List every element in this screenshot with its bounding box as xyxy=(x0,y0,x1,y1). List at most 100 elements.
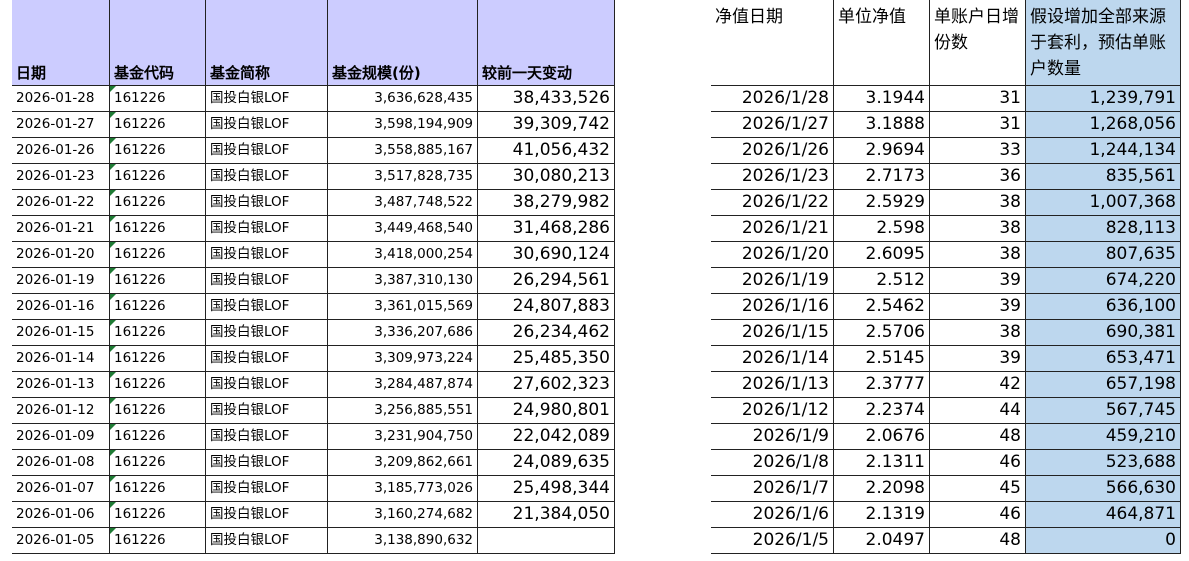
table-cell: 1,007,368 xyxy=(1026,190,1181,216)
table-cell: 22,042,089 xyxy=(478,424,615,450)
table-cell: 国投白银LOF xyxy=(206,528,328,554)
error-indicator xyxy=(110,268,116,274)
table-cell: 828,113 xyxy=(1026,216,1181,242)
cell-text: 566,630 xyxy=(1105,478,1176,498)
column-header: 基金简称 xyxy=(206,0,328,86)
cell-text: 674,220 xyxy=(1105,270,1176,290)
table-cell: 2026-01-14 xyxy=(12,346,110,372)
table-cell: 3,598,194,909 xyxy=(328,112,478,138)
column-header: 单账户日增份数 xyxy=(930,0,1026,86)
cell-text: 国投白银LOF xyxy=(210,480,290,496)
table-cell: 2026-01-28 xyxy=(12,86,110,112)
cell-text: 3,231,904,750 xyxy=(374,428,473,444)
table-cell: 26,294,561 xyxy=(478,268,615,294)
cell-text: 26,234,462 xyxy=(512,322,610,342)
table-cell: 161226 xyxy=(110,346,206,372)
cell-text: 2.7173 xyxy=(865,166,925,186)
error-indicator xyxy=(110,216,116,222)
cell-text: 38 xyxy=(999,192,1021,212)
cell-text: 3,387,310,130 xyxy=(374,272,473,288)
table-cell: 2.2374 xyxy=(834,398,930,424)
cell-text: 国投白银LOF xyxy=(210,168,290,184)
table-cell: 161226 xyxy=(110,424,206,450)
table-cell: 45 xyxy=(930,476,1026,502)
cell-text: 2026/1/8 xyxy=(752,452,829,472)
table-cell: 2.0497 xyxy=(834,528,930,554)
column-header: 基金代码 xyxy=(110,0,206,86)
cell-text: 国投白银LOF xyxy=(210,324,290,340)
table-cell: 38 xyxy=(930,242,1026,268)
table-cell: 2026/1/12 xyxy=(711,398,834,424)
table-cell: 690,381 xyxy=(1026,320,1181,346)
table-cell: 2.5462 xyxy=(834,294,930,320)
error-indicator xyxy=(110,190,116,196)
cell-text: 835,561 xyxy=(1105,166,1176,186)
cell-text: 161226 xyxy=(114,532,166,548)
cell-text: 2026-01-16 xyxy=(16,298,95,314)
table-cell: 2026/1/19 xyxy=(711,268,834,294)
table-cell: 2026/1/26 xyxy=(711,138,834,164)
cell-text: 636,100 xyxy=(1105,296,1176,316)
cell-text: 2026-01-20 xyxy=(16,246,95,262)
table-cell: 44 xyxy=(930,398,1026,424)
cell-text: 161226 xyxy=(114,298,166,314)
table-cell: 161226 xyxy=(110,528,206,554)
table-cell: 3,309,973,224 xyxy=(328,346,478,372)
table-cell: 161226 xyxy=(110,268,206,294)
cell-text: 3,487,748,522 xyxy=(374,194,473,210)
table-cell: 674,220 xyxy=(1026,268,1181,294)
cell-text: 48 xyxy=(999,426,1021,446)
table-cell: 国投白银LOF xyxy=(206,112,328,138)
table-cell: 566,630 xyxy=(1026,476,1181,502)
cell-text: 2.6095 xyxy=(865,244,925,264)
table-cell: 33 xyxy=(930,138,1026,164)
cell-text: 2.5145 xyxy=(865,348,925,368)
cell-text: 24,980,801 xyxy=(512,400,610,420)
column-header: 日期 xyxy=(12,0,110,86)
cell-text: 24,089,635 xyxy=(512,452,610,472)
cell-text: 2026-01-07 xyxy=(16,480,95,496)
cell-text: 3,309,973,224 xyxy=(374,350,473,366)
cell-text: 日期 xyxy=(16,64,47,82)
table-cell: 161226 xyxy=(110,476,206,502)
cell-text: 459,210 xyxy=(1105,426,1176,446)
table-cell: 2.5929 xyxy=(834,190,930,216)
cell-text: 较前一天变动 xyxy=(482,64,573,82)
table-cell: 30,080,213 xyxy=(478,164,615,190)
table-cell: 3,256,885,551 xyxy=(328,398,478,424)
table-cell: 38 xyxy=(930,216,1026,242)
cell-text: 2.512 xyxy=(876,270,925,290)
cell-text: 1,239,791 xyxy=(1089,88,1176,108)
table-cell: 25,485,350 xyxy=(478,346,615,372)
cell-text: 2.5462 xyxy=(865,296,925,316)
cell-text: 2026-01-21 xyxy=(16,220,95,236)
table-cell: 国投白银LOF xyxy=(206,268,328,294)
cell-text: 2026/1/22 xyxy=(741,192,829,212)
cell-text: 2.598 xyxy=(876,218,925,238)
table-cell: 2026/1/23 xyxy=(711,164,834,190)
cell-text: 国投白银LOF xyxy=(210,428,290,444)
table-cell: 161226 xyxy=(110,450,206,476)
table-cell: 2026-01-07 xyxy=(12,476,110,502)
cell-text: 161226 xyxy=(114,194,166,210)
cell-text: 国投白银LOF xyxy=(210,376,290,392)
cell-text: 161226 xyxy=(114,324,166,340)
table-cell: 国投白银LOF xyxy=(206,372,328,398)
cell-text: 2026/1/6 xyxy=(752,504,829,524)
table-cell: 38,279,982 xyxy=(478,190,615,216)
table-cell: 3,361,015,569 xyxy=(328,294,478,320)
cell-text: 161226 xyxy=(114,168,166,184)
cell-text: 2026/1/28 xyxy=(741,88,829,108)
table-cell: 国投白银LOF xyxy=(206,398,328,424)
error-indicator xyxy=(110,346,116,352)
table-cell: 2.0676 xyxy=(834,424,930,450)
cell-text: 2026-01-14 xyxy=(16,350,95,366)
cell-text: 2.5706 xyxy=(865,322,925,342)
table-cell: 2026/1/13 xyxy=(711,372,834,398)
table-cell: 2.2098 xyxy=(834,476,930,502)
cell-text: 653,471 xyxy=(1105,348,1176,368)
table-cell: 3,231,904,750 xyxy=(328,424,478,450)
table-cell: 161226 xyxy=(110,190,206,216)
cell-text: 2026-01-13 xyxy=(16,376,95,392)
